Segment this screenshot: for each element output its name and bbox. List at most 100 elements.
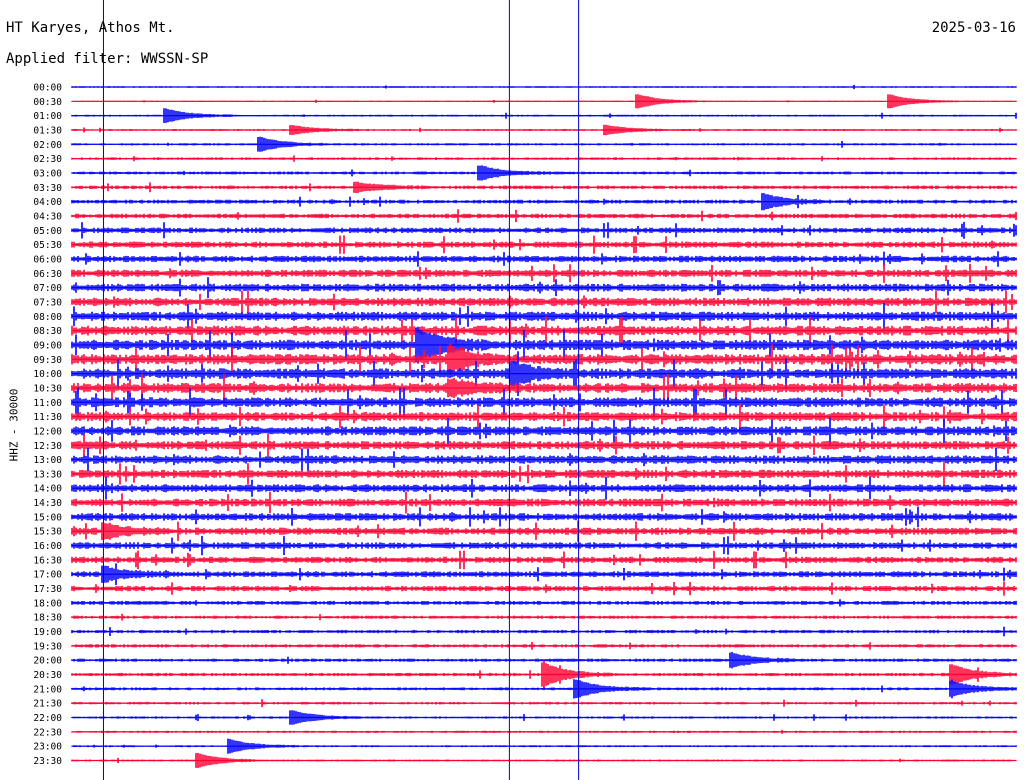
row-time-label: 16:00	[33, 541, 62, 552]
row-time-label: 03:00	[33, 168, 62, 179]
trace-row	[71, 165, 1017, 181]
trace-rows	[71, 84, 1017, 768]
trace-row	[71, 263, 1017, 283]
trace-row	[71, 520, 1017, 542]
trace-row	[71, 303, 1017, 330]
trace-row	[71, 108, 1017, 123]
trace-row	[71, 563, 1017, 585]
trace-row	[71, 124, 1017, 136]
row-time-label: 22:30	[33, 727, 62, 738]
trace-row	[71, 251, 1017, 267]
trace-row	[71, 599, 1017, 607]
trace-row	[71, 343, 1017, 375]
trace-row	[71, 476, 1017, 500]
trace-row	[71, 710, 1017, 725]
trace-row	[71, 94, 1017, 109]
vertical-time-markers	[102, 0, 580, 780]
trace-row	[71, 462, 1017, 486]
trace-row	[71, 84, 1017, 90]
row-time-label: 05:00	[33, 226, 62, 237]
row-time-label: 03:30	[33, 183, 62, 194]
trace-row	[71, 403, 1017, 430]
trace-row	[71, 699, 1017, 707]
trace-row	[71, 221, 1017, 239]
row-time-label: 12:30	[33, 441, 62, 452]
trace-row	[71, 193, 1017, 211]
row-time-label: 01:00	[33, 111, 62, 122]
row-time-label: 12:00	[33, 426, 62, 437]
trace-row	[71, 181, 1017, 193]
row-time-label: 09:00	[33, 340, 62, 351]
time-row-labels: 00:00 00:30 01:00 01:30 02:00 02:30 03:00 03:30…	[33, 83, 62, 768]
trace-row	[71, 351, 1017, 396]
trace-row	[71, 417, 1017, 445]
row-time-label: 15:30	[33, 527, 62, 538]
row-time-label: 21:30	[33, 699, 62, 710]
row-time-label: 19:00	[33, 627, 62, 638]
trace-row	[71, 679, 1017, 699]
trace-row	[71, 209, 1017, 223]
row-time-label: 06:00	[33, 254, 62, 265]
row-time-label: 11:30	[33, 412, 62, 423]
trace-row	[71, 660, 1017, 689]
trace-row	[71, 626, 1017, 637]
row-time-label: 17:30	[33, 584, 62, 595]
trace-row	[71, 535, 1017, 556]
trace-row	[71, 491, 1017, 514]
row-time-label: 05:30	[33, 240, 62, 251]
row-time-label: 22:00	[33, 713, 62, 724]
trace-row	[71, 373, 1017, 403]
trace-row	[71, 433, 1017, 457]
row-time-label: 17:00	[33, 570, 62, 581]
row-time-label: 19:30	[33, 641, 62, 652]
y-axis-label: HHZ - 30000	[7, 388, 21, 462]
trace-row	[71, 290, 1017, 314]
row-time-label: 21:00	[33, 684, 62, 695]
row-time-label: 14:30	[33, 498, 62, 509]
trace-row	[71, 506, 1017, 528]
row-time-label: 07:00	[33, 283, 62, 294]
trace-row	[71, 136, 1017, 152]
trace-row	[71, 326, 1017, 364]
row-time-label: 00:30	[33, 97, 62, 108]
row-time-label: 13:00	[33, 455, 62, 466]
filter-label: Applied filter: WWSSN-SP	[6, 51, 209, 67]
trace-row	[71, 652, 1017, 669]
row-time-label: 14:00	[33, 484, 62, 495]
row-time-label: 04:00	[33, 197, 62, 208]
trace-row	[71, 729, 1017, 734]
trace-row	[71, 581, 1017, 596]
trace-row	[71, 550, 1017, 570]
row-time-label: 23:00	[33, 742, 62, 753]
row-time-label: 02:30	[33, 154, 62, 165]
trace-row	[71, 387, 1017, 417]
row-time-label: 18:00	[33, 598, 62, 609]
row-time-label: 23:30	[33, 756, 62, 767]
row-time-label: 06:30	[33, 269, 62, 280]
row-time-label: 09:30	[33, 355, 62, 366]
row-time-label: 20:30	[33, 670, 62, 681]
trace-row	[71, 316, 1017, 345]
row-time-label: 11:00	[33, 398, 62, 409]
plot-date: 2025-03-16	[931, 20, 1016, 36]
row-time-label: 10:00	[33, 369, 62, 380]
row-time-label: 08:30	[33, 326, 62, 337]
trace-row	[71, 613, 1017, 621]
trace-row	[71, 738, 1017, 754]
row-time-label: 02:00	[33, 140, 62, 151]
trace-row	[71, 642, 1017, 650]
row-time-label: 15:00	[33, 512, 62, 523]
trace-row	[71, 235, 1017, 254]
row-time-label: 10:30	[33, 383, 62, 394]
row-time-label: 00:00	[33, 83, 62, 94]
row-time-label: 07:30	[33, 297, 62, 308]
row-time-label: 16:30	[33, 555, 62, 566]
row-time-label: 18:30	[33, 613, 62, 624]
row-time-label: 13:30	[33, 469, 62, 480]
trace-row	[71, 447, 1017, 472]
row-time-label: 08:00	[33, 312, 62, 323]
station-title: HT Karyes, Athos Mt.	[6, 20, 175, 36]
trace-row	[71, 753, 1017, 768]
row-time-label: 20:00	[33, 656, 62, 667]
